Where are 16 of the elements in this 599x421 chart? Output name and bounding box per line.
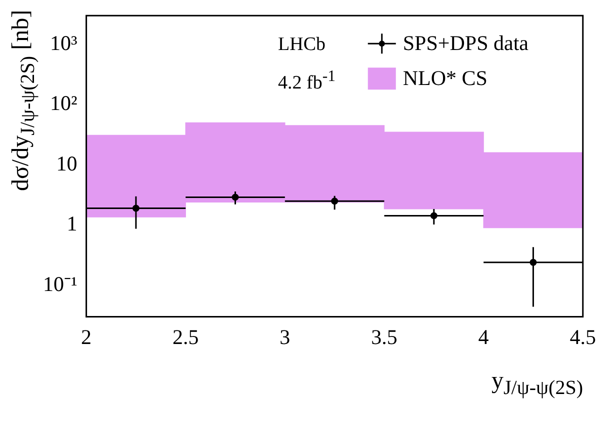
y-tick-label: 10² <box>50 91 78 116</box>
annotation: LHCb <box>278 34 326 56</box>
x-axis-title: y$_{J/ψ-ψ(2S)}$ <box>492 368 583 400</box>
y-tick-label: 10 <box>56 151 78 176</box>
legend-label: SPS+DPS data <box>402 31 530 56</box>
annotation: 4.2 fb$^{-1}$ <box>278 68 336 94</box>
x-tick-label: 2.5 <box>172 324 199 349</box>
y-tick-label: 10³ <box>50 30 78 55</box>
x-tick-label: 4 <box>478 324 490 349</box>
x-tick-label: 2 <box>81 324 92 349</box>
y-tick-label: 10⁻¹ <box>43 272 78 296</box>
x-tick-label: 4.5 <box>570 324 596 349</box>
x-tick-label: 3.5 <box>371 324 398 349</box>
x-tick-label: 3 <box>280 324 290 349</box>
y-tick-label: 1 <box>66 212 78 236</box>
legend-label: NLO* CS <box>402 66 488 90</box>
